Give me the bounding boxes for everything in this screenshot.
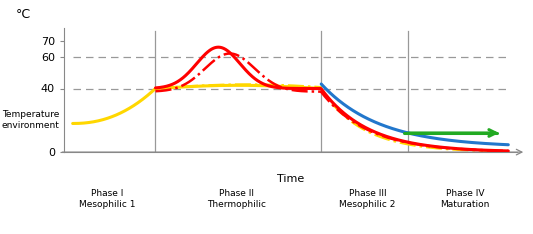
Text: Phase II
Thermophilic: Phase II Thermophilic xyxy=(207,189,265,209)
Text: Phase III
Mesophilic 2: Phase III Mesophilic 2 xyxy=(340,189,395,209)
Text: °C: °C xyxy=(15,8,31,21)
Text: Temperature
environment: Temperature environment xyxy=(2,110,60,130)
Text: Phase IV
Maturation: Phase IV Maturation xyxy=(440,189,490,209)
Text: Time: Time xyxy=(277,174,304,184)
Text: Phase I
Mesophilic 1: Phase I Mesophilic 1 xyxy=(79,189,135,209)
